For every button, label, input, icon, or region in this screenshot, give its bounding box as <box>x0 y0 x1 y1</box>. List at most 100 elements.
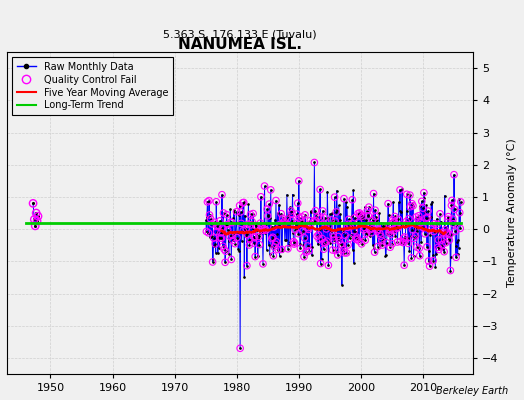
Point <box>372 214 380 220</box>
Point <box>407 255 416 261</box>
Point <box>290 240 299 246</box>
Point <box>283 216 291 222</box>
Point <box>367 230 376 236</box>
Point <box>255 241 264 248</box>
Point <box>251 253 259 260</box>
Point <box>360 224 368 231</box>
Point <box>396 187 404 193</box>
Point <box>399 235 408 242</box>
Point <box>249 240 258 246</box>
Point <box>388 240 397 247</box>
Point <box>213 223 222 230</box>
Point <box>259 227 268 234</box>
Point <box>450 206 458 212</box>
Point <box>355 210 364 216</box>
Point <box>332 248 340 254</box>
Point <box>249 210 257 217</box>
Point <box>370 249 379 255</box>
Point <box>368 226 376 232</box>
Point <box>303 243 312 249</box>
Point <box>301 212 309 218</box>
Point <box>34 213 42 220</box>
Point <box>321 240 330 246</box>
Point <box>32 210 40 216</box>
Point <box>392 225 400 232</box>
Point <box>368 217 377 223</box>
Point <box>443 231 452 237</box>
Point <box>420 190 428 196</box>
Point <box>219 224 227 231</box>
Point <box>328 217 336 223</box>
Point <box>204 230 213 236</box>
Point <box>252 223 260 229</box>
Point <box>428 226 436 232</box>
Point <box>424 258 433 264</box>
Point <box>298 214 306 220</box>
Point <box>239 228 247 234</box>
Point <box>205 212 214 218</box>
Point <box>406 204 414 210</box>
Point <box>227 219 236 226</box>
Point <box>389 217 397 223</box>
Point <box>371 207 379 213</box>
Point <box>365 227 374 233</box>
Point <box>355 238 363 244</box>
Point <box>451 228 459 234</box>
Point <box>323 238 331 244</box>
Point <box>455 210 464 216</box>
Point <box>29 200 37 206</box>
Point <box>440 248 449 255</box>
Point <box>302 249 310 256</box>
Point <box>300 254 308 260</box>
Point <box>391 221 400 228</box>
Point <box>445 237 454 243</box>
Point <box>30 216 38 223</box>
Point <box>294 178 303 184</box>
Point <box>236 345 244 352</box>
Point <box>341 232 349 238</box>
Point <box>236 209 245 215</box>
Point <box>243 231 252 238</box>
Point <box>267 187 275 193</box>
Point <box>220 246 228 252</box>
Point <box>279 220 288 226</box>
Point <box>260 226 268 232</box>
Point <box>31 223 39 229</box>
Point <box>387 226 395 233</box>
Point <box>331 218 340 224</box>
Point <box>400 234 409 240</box>
Point <box>331 194 339 200</box>
Point <box>316 186 324 193</box>
Point <box>386 227 394 233</box>
Point <box>244 221 252 228</box>
Point <box>442 240 450 246</box>
Point <box>402 218 410 225</box>
Point <box>262 227 270 233</box>
Point <box>279 215 287 222</box>
Point <box>406 192 414 198</box>
Point <box>334 252 342 258</box>
Point <box>203 199 212 205</box>
Point <box>322 223 330 229</box>
Point <box>33 218 41 224</box>
Point <box>419 205 427 211</box>
Point <box>377 233 385 240</box>
Point <box>223 222 232 228</box>
Point <box>449 220 457 227</box>
Point <box>417 220 425 226</box>
Point <box>315 236 323 242</box>
Point <box>344 242 352 248</box>
Point <box>456 199 465 205</box>
Point <box>374 226 383 232</box>
Point <box>338 242 346 249</box>
Point <box>350 228 358 234</box>
Point <box>265 201 274 207</box>
Point <box>373 228 381 234</box>
Point <box>438 242 446 248</box>
Point <box>344 216 353 222</box>
Point <box>277 210 286 217</box>
Point <box>319 208 327 214</box>
Point <box>256 220 265 226</box>
Point <box>222 248 230 254</box>
Point <box>220 210 228 216</box>
